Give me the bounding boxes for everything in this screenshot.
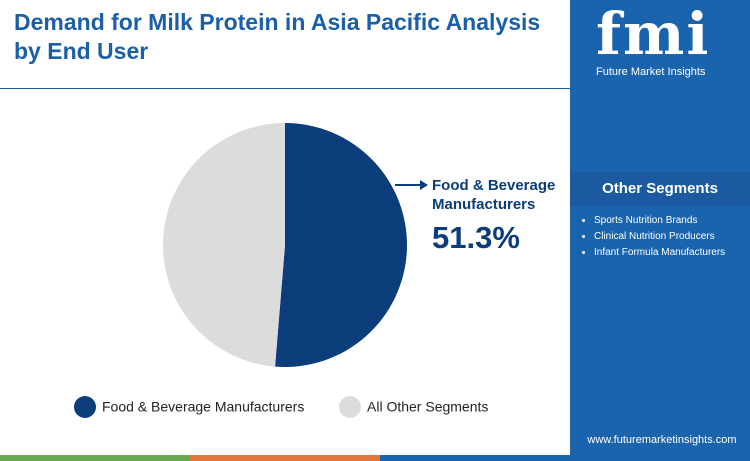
pie-slice [163, 123, 285, 367]
legend-label: All Other Segments [367, 399, 488, 415]
callout-arrow [420, 180, 428, 190]
strip [190, 455, 380, 461]
segment-item: Clinical Nutrition Producers [594, 230, 744, 244]
strip [0, 455, 190, 461]
pie-slice [275, 123, 408, 368]
legend-swatch [74, 396, 96, 418]
segment-item: Infant Formula Manufacturers [594, 246, 744, 260]
chart-title: Demand for Milk Protein in Asia Pacific … [14, 9, 541, 64]
sidebar: fmi Future Market Insights Other Segment… [570, 0, 750, 455]
segment-list: Sports Nutrition Brands Clinical Nutritio… [580, 214, 744, 262]
segment-item: Sports Nutrition Brands [594, 214, 744, 228]
divider [0, 88, 570, 89]
value-label: 51.3% [432, 220, 520, 255]
website: www.futuremarketinsights.com [587, 434, 737, 446]
sidebar-heading: Other Segments [570, 172, 750, 206]
strip [380, 455, 750, 461]
logo: fmi [596, 0, 711, 68]
callout-label: Food & Beverage Manufacturers [432, 177, 556, 213]
legend-label: Food & Beverage Manufacturers [102, 399, 304, 415]
brand-name: Future Market Insights [596, 66, 706, 78]
legend-swatch [339, 396, 361, 418]
